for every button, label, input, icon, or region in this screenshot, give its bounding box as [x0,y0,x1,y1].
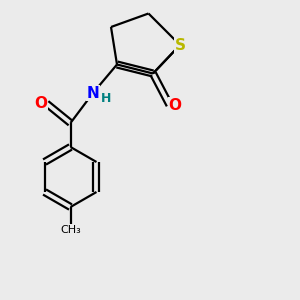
Text: O: O [168,98,182,112]
Text: S: S [175,38,185,52]
Text: CH₃: CH₃ [60,225,81,235]
Text: H: H [100,92,111,105]
Text: N: N [87,85,99,100]
Text: O: O [34,96,48,111]
